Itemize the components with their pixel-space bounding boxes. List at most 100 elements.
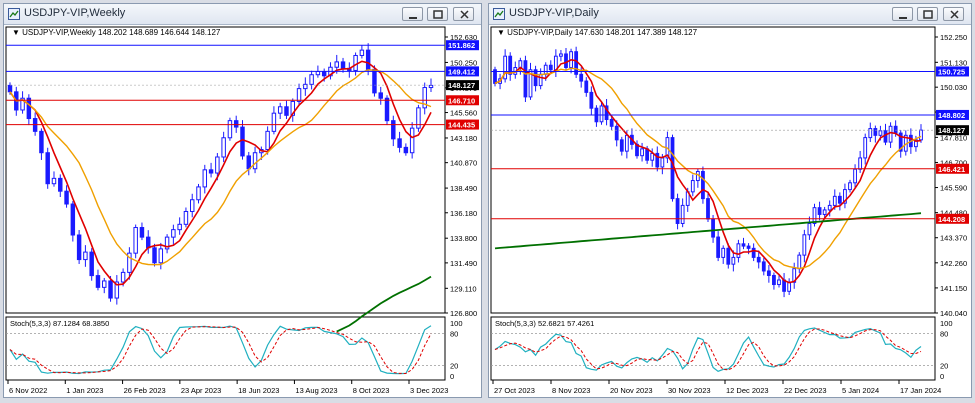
moving-average-slow <box>336 275 432 333</box>
candle-body <box>233 120 239 128</box>
weekly-title-bar[interactable]: USDJPY-VIP,Weekly <box>4 4 481 25</box>
daily-title-bar[interactable]: USDJPY-VIP,Daily <box>489 4 971 25</box>
candle-body <box>76 234 82 261</box>
stochastic-axis-label: 0 <box>450 372 454 381</box>
weekly-chart-canvas[interactable]: ▼ USDJPY-VIP,Weekly 148.202 148.689 146.… <box>4 25 481 397</box>
candle-body <box>26 97 32 120</box>
maximize-icon <box>433 10 443 19</box>
candle-body <box>888 125 893 143</box>
chart-header-ohlc: ▼ USDJPY-VIP,Weekly 148.202 148.689 146.… <box>12 28 221 37</box>
candle-body <box>832 195 837 206</box>
candle-body <box>721 247 726 258</box>
stochastic-plot-area[interactable] <box>5 316 446 381</box>
candle-body <box>624 134 629 152</box>
close-button[interactable] <box>943 7 964 21</box>
date-axis-label: 18 Jun 2023 <box>238 386 279 395</box>
price-label-box <box>936 163 969 174</box>
candle-body <box>660 157 665 168</box>
candle-body <box>422 87 427 109</box>
date-axis-label: 1 Jan 2023 <box>66 386 103 395</box>
candle-body <box>898 132 903 152</box>
candle-body <box>240 126 245 157</box>
candle-body <box>202 169 208 188</box>
candle-body <box>812 207 817 224</box>
price-axis-tick-label: 142.260 <box>940 259 967 268</box>
candle-body <box>868 128 873 139</box>
date-axis-label: 6 Nov 2022 <box>9 386 47 395</box>
candle-body <box>183 210 189 225</box>
main-plot-area[interactable] <box>5 26 446 314</box>
daily-chart-canvas[interactable]: ▼ USDJPY-VIP,Daily 147.630 148.201 147.3… <box>489 25 971 397</box>
price-label-box <box>936 125 969 136</box>
candle-body <box>914 139 918 148</box>
candle-body <box>378 92 383 99</box>
moving-average-fast <box>494 58 922 284</box>
candle-body <box>215 156 220 174</box>
price-axis-tick-label: 150.250 <box>450 58 477 67</box>
price-label-box <box>936 109 969 120</box>
candle-body <box>736 243 741 258</box>
candle-body <box>246 155 252 170</box>
price-label-text: 149.412 <box>448 67 475 76</box>
main-plot-area[interactable] <box>490 26 936 314</box>
price-axis-tick-label: 150.030 <box>940 83 967 92</box>
maximize-button[interactable] <box>427 7 448 21</box>
maximize-icon <box>923 10 933 19</box>
moving-average-fast <box>9 60 432 286</box>
date-axis-label: 8 Oct 2023 <box>353 386 390 395</box>
moving-average-mid <box>9 69 432 266</box>
price-axis-tick-label: 151.130 <box>940 58 967 67</box>
candle-body <box>817 207 822 215</box>
candle-body <box>807 222 812 236</box>
candle-body <box>146 236 151 249</box>
candle-body <box>252 152 258 170</box>
candle-body <box>508 55 513 75</box>
stochastic-axis-label: 0 <box>940 372 944 381</box>
candle-body <box>675 198 680 224</box>
candle-body <box>127 252 132 273</box>
price-axis-tick-label: 141.150 <box>940 284 967 293</box>
candle-body <box>670 137 675 200</box>
candle-body <box>528 69 533 98</box>
candle-body <box>114 281 120 299</box>
price-axis-tick-label: 145.560 <box>450 109 477 118</box>
minimize-icon <box>409 17 417 19</box>
candle-body <box>89 251 94 277</box>
window-title: USDJPY-VIP,Weekly <box>24 7 126 19</box>
maximize-button[interactable] <box>917 7 938 21</box>
candle-body <box>303 83 308 90</box>
chart-window-icon <box>8 8 20 20</box>
candle-body <box>284 106 289 116</box>
candle-body <box>372 68 377 94</box>
price-axis-tick-label: 152.250 <box>940 33 967 42</box>
candle-body <box>397 138 402 148</box>
date-axis-label: 20 Nov 2023 <box>610 386 653 395</box>
date-axis-label: 23 Apr 2023 <box>181 386 221 395</box>
minimize-button[interactable] <box>892 7 913 21</box>
date-axis-label: 3 Dec 2023 <box>410 386 448 395</box>
stochastic-axis-label: 20 <box>940 361 948 370</box>
close-button[interactable] <box>453 7 474 21</box>
price-label-box <box>446 95 479 106</box>
price-label-text: 146.710 <box>448 96 475 105</box>
weekly-chart-window[interactable]: USDJPY-VIP,Weekly ▼ USDJPY-VIP,Weekly 14… <box>3 3 482 398</box>
candle-body <box>365 49 371 70</box>
price-label-box <box>446 66 479 77</box>
candle-body <box>315 71 321 76</box>
candle-body <box>503 55 508 80</box>
candle-body <box>493 69 497 84</box>
candle-body <box>873 128 878 136</box>
candle-body <box>827 204 832 211</box>
stochastic-plot-area[interactable] <box>490 316 936 381</box>
close-icon <box>950 10 959 19</box>
candle-body <box>296 88 302 102</box>
candle-body <box>848 182 852 191</box>
candle-body <box>177 223 182 231</box>
stochastic-axis-label: 100 <box>450 319 463 328</box>
minimize-button[interactable] <box>402 7 423 21</box>
window-title: USDJPY-VIP,Daily <box>509 7 599 19</box>
candle-body <box>731 256 736 265</box>
candle-body <box>321 71 327 77</box>
candle-body <box>761 261 766 272</box>
daily-chart-window[interactable]: USDJPY-VIP,Daily ▼ USDJPY-VIP,Daily 147.… <box>488 3 972 398</box>
